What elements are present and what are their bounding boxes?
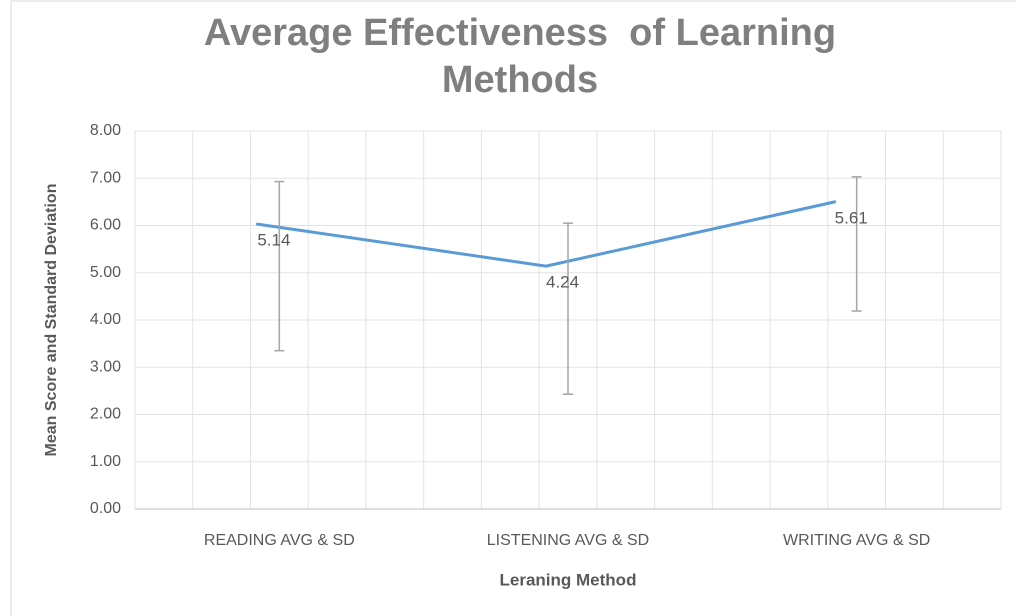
y-tick-label: 4.00 xyxy=(90,311,121,328)
y-tick-label: 8.00 xyxy=(90,122,121,139)
y-axis-label: Mean Score and Standard Deviation xyxy=(43,184,60,457)
chart-frame xyxy=(10,0,1016,616)
x-tick-label: LISTENING AVG & SD xyxy=(487,532,649,549)
chart-title: Average Effectiveness of Learning Method… xyxy=(203,12,847,101)
data-label: 4.24 xyxy=(546,273,579,292)
data-label: 5.14 xyxy=(257,231,290,250)
y-tick-label: 5.00 xyxy=(90,264,121,281)
y-tick-label: 2.00 xyxy=(90,406,121,423)
y-tick-label: 6.00 xyxy=(90,217,121,234)
x-tick-label: READING AVG & SD xyxy=(204,532,355,549)
y-tick-label: 3.00 xyxy=(90,358,121,375)
x-tick-label: WRITING AVG & SD xyxy=(783,532,930,549)
line xyxy=(255,200,837,268)
x-axis-label: Leraning Method xyxy=(500,570,637,589)
data-label: 5.61 xyxy=(835,208,868,227)
y-tick-label: 0.00 xyxy=(90,500,121,517)
y-tick-label: 7.00 xyxy=(90,169,121,186)
y-tick-label: 1.00 xyxy=(90,453,121,470)
